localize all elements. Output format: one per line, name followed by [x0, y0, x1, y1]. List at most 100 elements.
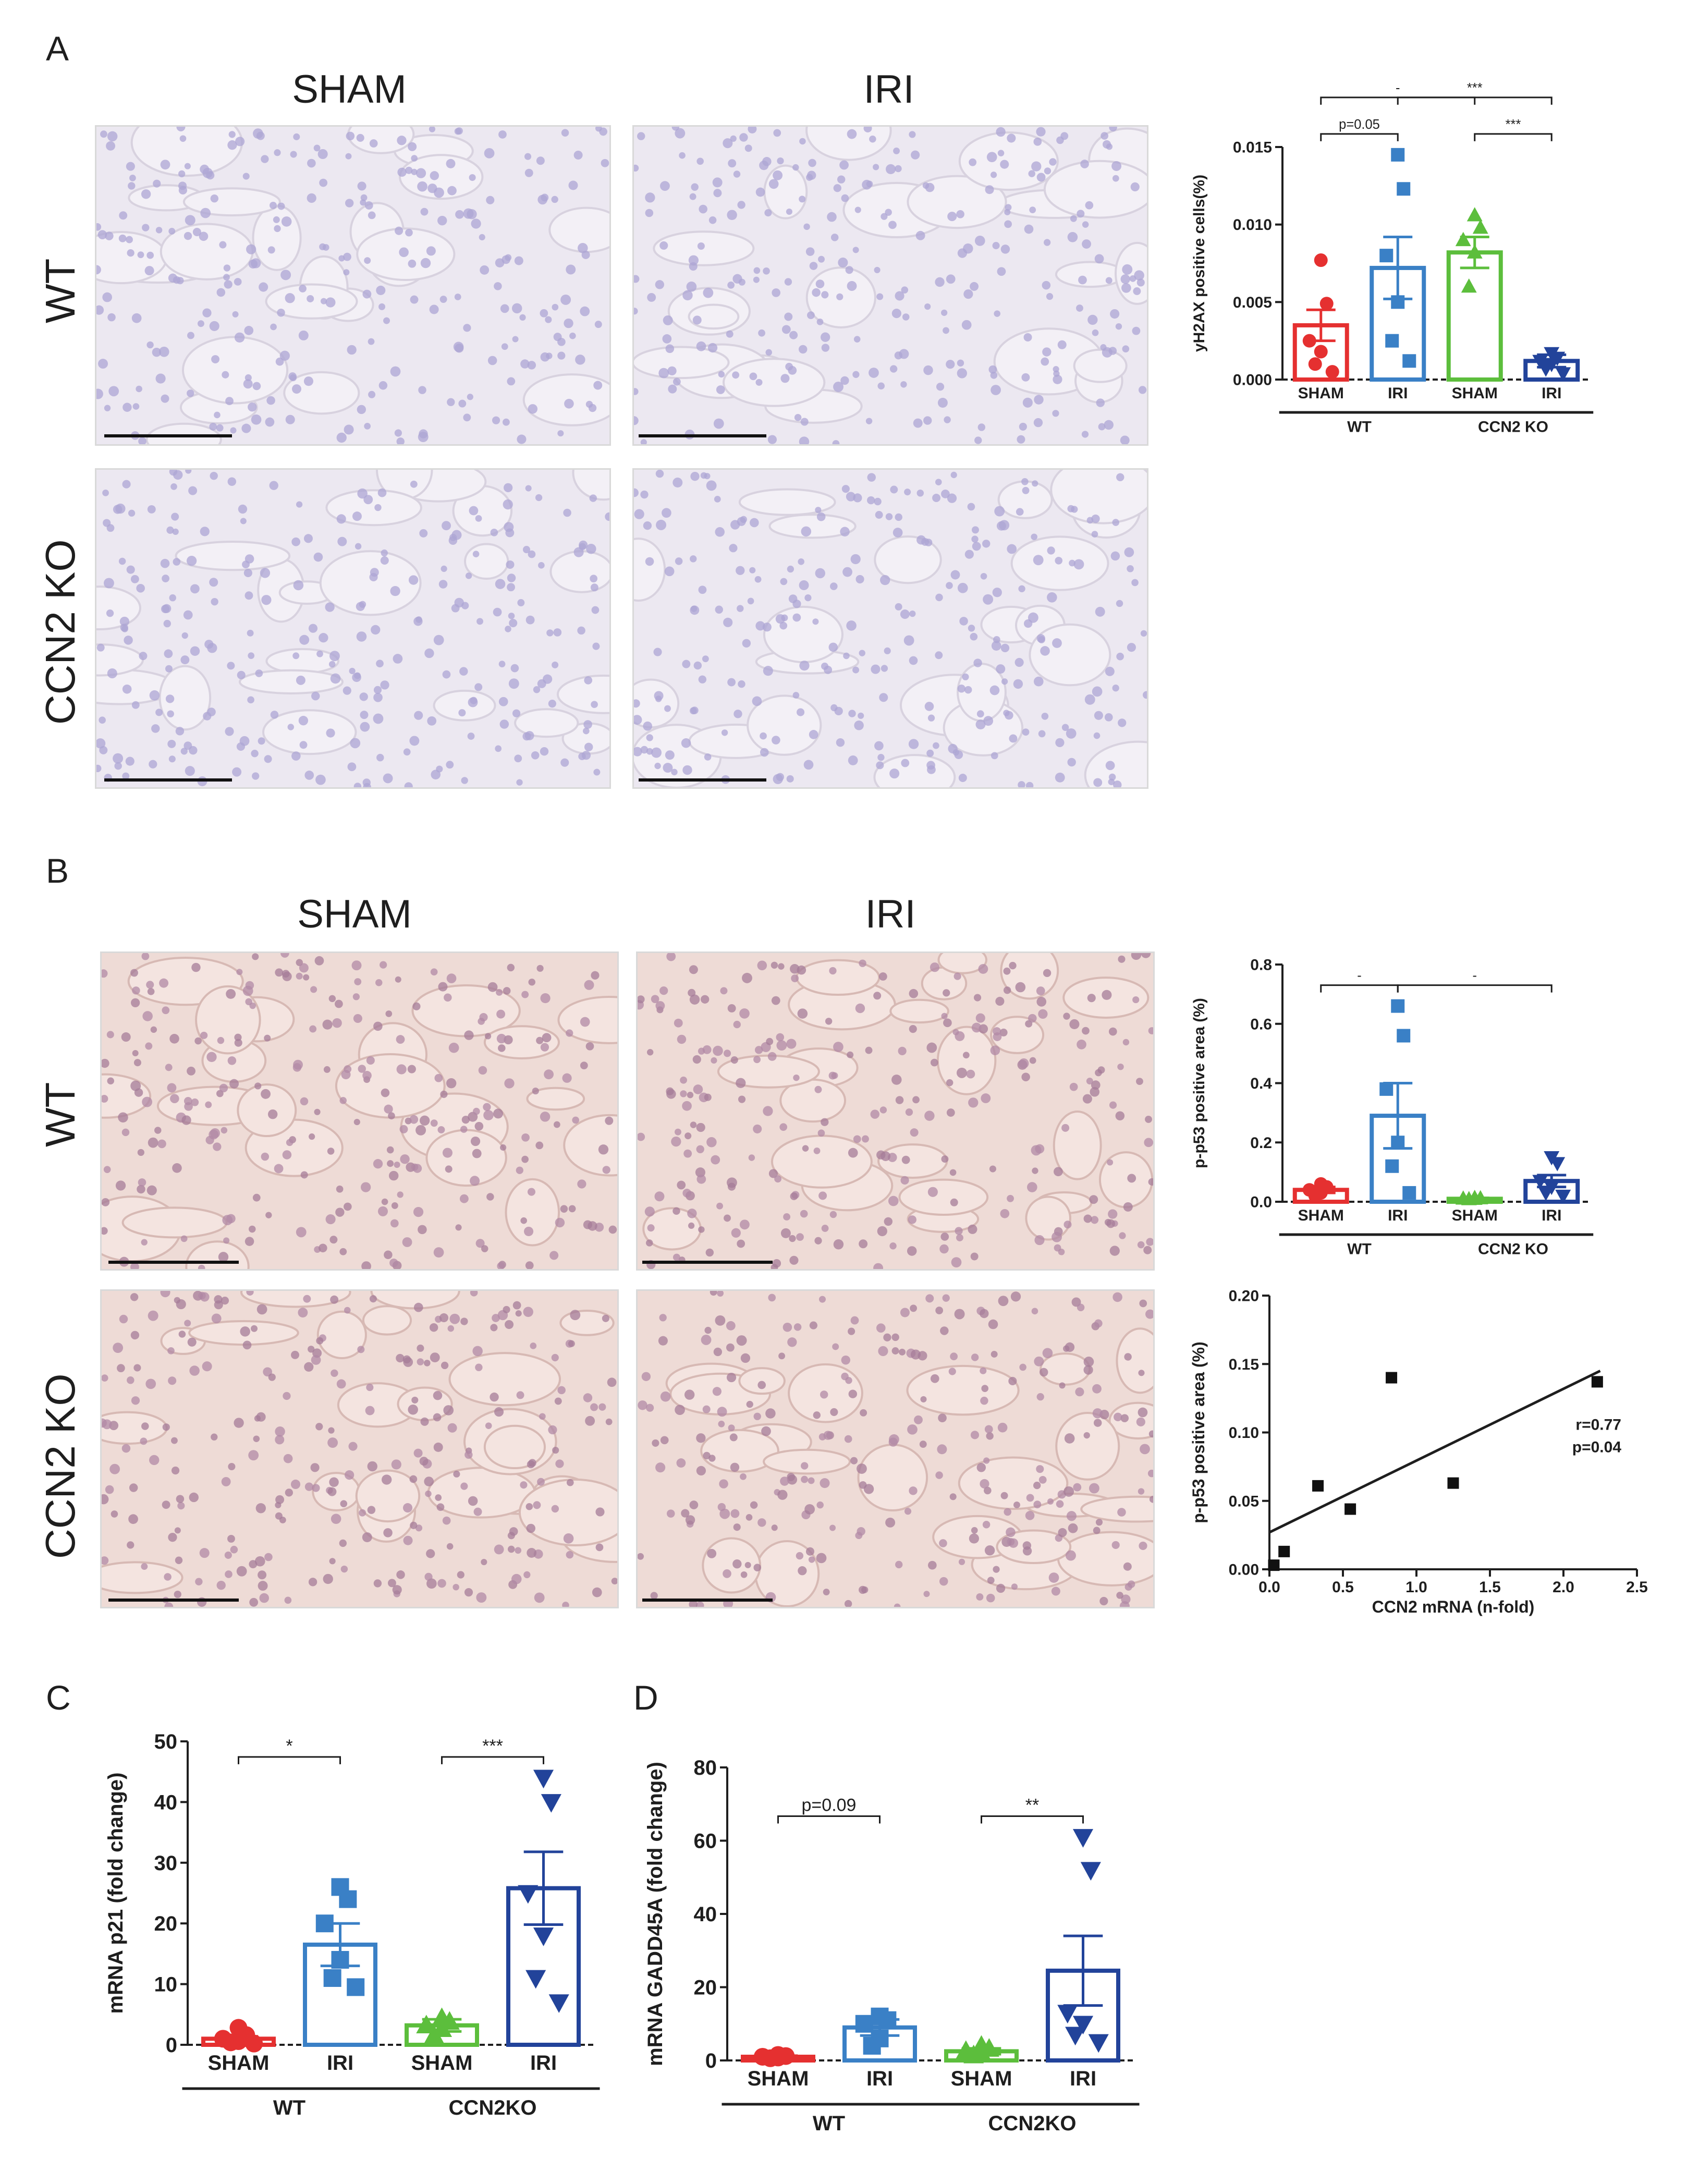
data-point — [1391, 1136, 1405, 1150]
significance-bracket — [777, 1815, 881, 1824]
data-point — [1088, 2034, 1109, 2053]
data-point — [1312, 1480, 1324, 1492]
panel-b-row-header-wt: WT — [37, 1082, 83, 1147]
x-tick-label: 0.5 — [1332, 1579, 1354, 1596]
data-point — [1308, 1189, 1322, 1203]
x-tick-label: 1.5 — [1479, 1579, 1501, 1596]
data-point — [1549, 1157, 1566, 1172]
significance-label: - — [1396, 81, 1400, 95]
y-tick-label: 20 — [154, 1912, 178, 1935]
group-label: CCN2 KO — [1478, 1241, 1548, 1258]
group-label: CCN2 KO — [1478, 419, 1548, 436]
data-point — [1072, 1829, 1094, 1848]
data-point — [1314, 345, 1328, 359]
group-label: CCN2KO — [988, 2112, 1077, 2135]
data-point — [1385, 1159, 1399, 1173]
significance-label: *** — [1506, 117, 1521, 132]
data-point — [1397, 1029, 1411, 1043]
x-tick-label: IRI — [1542, 1207, 1561, 1224]
data-point — [1065, 2027, 1086, 2046]
y-tick-label: 0.6 — [1250, 1016, 1272, 1033]
scale-bar — [108, 1261, 239, 1264]
data-point — [1466, 244, 1483, 259]
significance-bracket — [238, 1756, 341, 1764]
significance-bracket — [1320, 133, 1399, 141]
data-point — [1379, 1082, 1393, 1096]
chart-a-yh2ax: 0.000 0.005 0.010 0.015 yH2AX positive cells… — [1191, 81, 1594, 436]
micrograph-a-ko-iri — [632, 468, 1148, 789]
significance-bracket — [1397, 984, 1552, 993]
significance-label: *** — [1467, 81, 1483, 95]
y-tick-label: 30 — [154, 1852, 178, 1875]
data-point — [323, 1969, 341, 1987]
data-point — [1308, 357, 1322, 371]
data-point — [518, 1885, 539, 1904]
data-point — [1057, 2005, 1078, 2024]
data-point — [1555, 367, 1571, 382]
y-axis-label: mRNA GADD45A (fold change) — [644, 1762, 667, 2066]
panel-b-col-header-iri: IRI — [865, 892, 916, 936]
x-tick-label: SHAM — [748, 2067, 809, 2090]
group-label: WT — [1347, 1241, 1372, 1258]
y-tick-label: 0.15 — [1229, 1356, 1259, 1373]
significance-label: *** — [482, 1736, 503, 1756]
x-tick-label: IRI — [530, 2052, 557, 2075]
x-tick-label: IRI — [327, 2052, 353, 2075]
data-point — [416, 2015, 437, 2034]
y-tick-label: 10 — [154, 1973, 178, 1996]
significance-bracket — [1474, 133, 1552, 141]
y-tick-label: 40 — [154, 1791, 178, 1814]
data-point — [533, 1770, 554, 1789]
data-point — [863, 2036, 881, 2055]
data-point — [245, 2034, 263, 2053]
data-point — [1268, 1559, 1280, 1571]
data-point — [855, 2015, 873, 2033]
y-tick-label: 60 — [694, 1830, 717, 1853]
data-point — [1591, 1376, 1603, 1388]
y-tick-label: 0.10 — [1229, 1424, 1259, 1442]
data-point — [1278, 1545, 1290, 1557]
data-point — [548, 1994, 569, 2013]
y-tick-label: 0.0 — [1250, 1194, 1272, 1211]
group-label: WT — [1347, 419, 1372, 436]
significance-bracket — [1320, 984, 1399, 993]
data-point — [1397, 182, 1411, 196]
x-tick-label: IRI — [866, 2067, 893, 2090]
significance-bracket — [1397, 96, 1552, 105]
x-tick-label: IRI — [1542, 385, 1561, 402]
group-label: CCN2KO — [449, 2096, 537, 2119]
data-point — [963, 2044, 984, 2064]
panel-a-col-header-sham: SHAM — [292, 67, 407, 112]
x-tick-label: SHAM — [951, 2067, 1012, 2090]
chart-b-scatter: 0.00 0.05 0.10 0.15 0.20 p-p53 positive area … — [1189, 1288, 1648, 1617]
scale-bar — [108, 1599, 239, 1602]
x-tick-label: SHAM — [1298, 385, 1344, 402]
y-tick-label: 50 — [154, 1730, 178, 1753]
significance-label: * — [286, 1736, 292, 1756]
micrograph-b-wt-iri — [636, 951, 1155, 1271]
data-point — [1402, 1186, 1416, 1200]
y-tick-label: 0.00 — [1229, 1561, 1259, 1579]
y-tick-label: 40 — [694, 1903, 717, 1926]
panel-label-b: B — [46, 851, 69, 890]
scale-bar — [642, 1261, 773, 1264]
x-tick-label: 1.0 — [1405, 1579, 1427, 1596]
significance-label: - — [1357, 969, 1362, 983]
y-axis-label: p-p53 positive area (%) — [1189, 1341, 1208, 1523]
data-point — [1391, 295, 1405, 309]
data-point — [1461, 1191, 1477, 1205]
x-tick-label: IRI — [1070, 2067, 1096, 2090]
scale-bar — [639, 434, 766, 437]
data-point — [1461, 278, 1477, 293]
data-point — [1385, 334, 1399, 348]
y-tick-label: 0 — [705, 2049, 717, 2072]
chart-c-p21: 0 10 20 30 40 50 mRNA p21 (fold change) SHAM IRI… — [104, 1730, 600, 2119]
data-point — [315, 1914, 334, 1933]
data-point — [1072, 2016, 1094, 2035]
y-tick-label: 0.000 — [1233, 372, 1272, 389]
y-tick-label: 0.8 — [1250, 957, 1272, 974]
data-point — [1538, 362, 1554, 377]
significance-label: ** — [1025, 1795, 1039, 1815]
panel-a-col-header-iri: IRI — [863, 67, 914, 112]
panel-b-col-header-sham: SHAM — [297, 892, 412, 936]
